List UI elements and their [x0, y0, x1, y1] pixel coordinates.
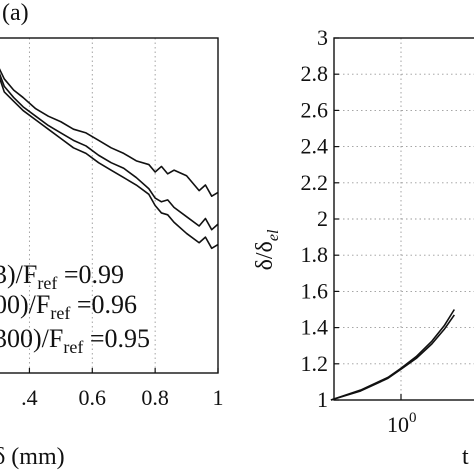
- panel-a-curves: [0, 68, 219, 250]
- panel-a-x-axis-label: δ (mm): [0, 444, 65, 470]
- panel-a-series-line-1: [0, 68, 219, 197]
- panel-b-y-tick-label-5: 2: [317, 206, 328, 231]
- panel-a-x-tick-label-0: .4: [21, 385, 38, 410]
- panel-b-y-tick-label-7: 2.4: [301, 134, 329, 159]
- panel-a-grid: [28, 38, 156, 373]
- panel-b-y-axis-label-main: δ/δ: [252, 241, 278, 270]
- legend-subscript: ref: [37, 273, 57, 293]
- panel-a-x-ticks: .4 0.6 0.8 1: [21, 368, 224, 410]
- panel-b-grid: [334, 38, 474, 400]
- legend-value: =0.95: [83, 324, 150, 353]
- panel-b-x-tick-label-0: 100: [387, 410, 417, 437]
- panel-b-y-tick-label-4: 1.8: [301, 242, 329, 267]
- panel-a-series-line-2: [0, 72, 219, 231]
- panel-a-legend-entry-3: 300)/Fref =0.95: [0, 324, 150, 357]
- panel-b-y-tick-label-9: 2.8: [301, 61, 329, 86]
- legend-subscript: ref: [63, 337, 83, 357]
- panel-b-y-tick-label-0: 1: [317, 387, 328, 412]
- legend-value: =0.99: [57, 260, 124, 289]
- legend-prefix: 00)/F: [0, 290, 50, 319]
- panel-b-y-axis-label: δ/δel: [252, 229, 282, 270]
- legend-value: =0.96: [70, 290, 137, 319]
- panel-b-y-tick-label-6: 2.2: [301, 170, 329, 195]
- panel-b-series-line-1: [330, 314, 455, 401]
- panel-a-series-line-3: [0, 76, 219, 250]
- panel-b-y-tick-label-1: 1.2: [301, 351, 329, 376]
- panel-tag: (a): [2, 0, 29, 26]
- panel-b-curves: [330, 309, 455, 401]
- panel-b-x-ticks: 100: [387, 394, 417, 437]
- panel-a-x-tick-label-3: 1: [213, 385, 224, 410]
- panel-a-axes-frame: [0, 37, 219, 374]
- panel-a-x-tick-label-1: 0.6: [79, 385, 107, 410]
- panel-a-legend-entry-1: 3)/Fref =0.99: [0, 260, 124, 293]
- legend-prefix: 3)/F: [0, 260, 37, 289]
- tick-base: 10: [387, 412, 409, 437]
- panel-b-y-tick-label-8: 2.6: [301, 97, 329, 122]
- legend-subscript: ref: [50, 303, 70, 323]
- panel-b-y-axis-label-sub: el: [265, 229, 282, 241]
- panel-b-x-axis-label: t: [462, 444, 469, 470]
- panel-a-legend-entry-2: 00)/Fref =0.96: [0, 290, 137, 323]
- panel-b-axes-frame: [333, 37, 474, 401]
- panel-b-y-tick-label-2: 1.4: [301, 315, 329, 340]
- tick-exponent: 0: [409, 410, 417, 426]
- panel-b-y-tick-label-10: 3: [317, 25, 328, 50]
- legend-prefix: 300)/F: [0, 324, 63, 353]
- panel-a-x-tick-label-2: 0.8: [141, 385, 169, 410]
- panel-b-series-line-2: [330, 309, 455, 401]
- panel-b-y-tick-label-3: 1.6: [301, 278, 329, 303]
- panel-b-y-ticks: 1 1.2 1.4 1.6 1.8 2 2.2 2.4 2.6 2.8 3: [301, 25, 339, 412]
- panel-b-normalized-delta-plot: 1 1.2 1.4 1.6 1.8 2 2.2 2.4 2.6 2.8 3 100 δ/δel t: [252, 25, 474, 470]
- panel-a-force-ratio-plot: .4 0.6 0.8 1 (a) δ (mm) 3)/Fref =0.9900)/Fr…: [0, 0, 224, 470]
